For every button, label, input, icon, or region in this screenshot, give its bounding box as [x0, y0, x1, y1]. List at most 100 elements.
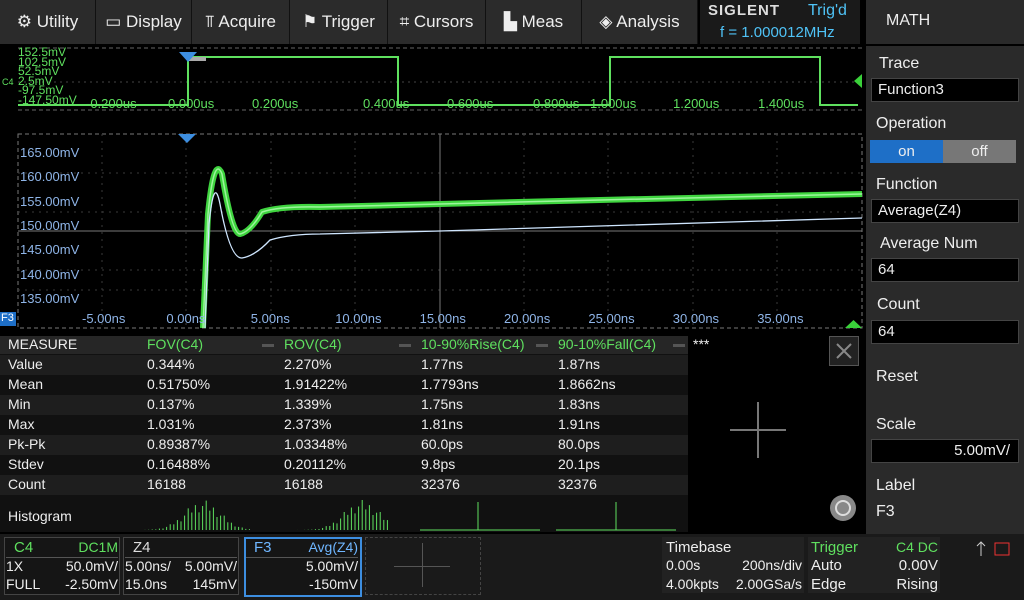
table-cell: 80.0ps	[558, 436, 601, 452]
channel-value: FULL	[6, 576, 41, 592]
close-button[interactable]	[829, 336, 859, 366]
channel-box	[4, 537, 120, 595]
main-x-label: 15.00ns	[419, 311, 466, 326]
main-y-label: 155.00mV	[20, 193, 80, 209]
main-x-label: 10.00ns	[335, 311, 382, 326]
side-header	[866, 0, 1024, 44]
table-cell: 0.344%	[147, 356, 195, 372]
trigger-value: 0.00V	[898, 557, 938, 574]
menu-item[interactable]: ◈ Analysis	[582, 0, 698, 44]
main-y-label: 145.00mV	[20, 242, 80, 258]
trigger-value: Auto	[811, 557, 842, 574]
row-bg	[0, 475, 688, 495]
table-cell: Pk-Pk	[8, 436, 46, 452]
header-handle	[262, 344, 274, 347]
table-cell: 2.270%	[284, 356, 332, 372]
trace-select[interactable]: Function3	[871, 78, 1019, 102]
scale-value[interactable]: 5.00mV/	[871, 439, 1019, 463]
trigger-title: Trigger	[811, 539, 858, 556]
label-value[interactable]: F3	[876, 503, 895, 520]
add-measure[interactable]	[728, 400, 788, 460]
timebase-value: 2.00GSa/s	[735, 576, 802, 592]
overview-y-label: 2.5mV	[18, 73, 53, 88]
table-cell: Max	[8, 416, 35, 432]
channel-sep	[125, 557, 237, 558]
main-x-label: 30.00ns	[672, 311, 720, 326]
table-cell: 16188	[147, 476, 186, 492]
table-cell: 1.87ns	[558, 356, 601, 372]
menu-item[interactable]: ⚑ Trigger	[290, 0, 388, 44]
overview-x-label: 0.200us	[252, 96, 299, 111]
table-cell: 32376	[558, 476, 597, 492]
table-cell: Count	[8, 476, 46, 492]
menu-item[interactable]: ⚙ Utility	[0, 0, 96, 44]
table-cell: 1.81ns	[421, 416, 464, 432]
table-cell: Value	[8, 356, 43, 372]
table-cell: Mean	[8, 376, 44, 392]
table-cell: 32376	[421, 476, 460, 492]
histograms	[144, 500, 676, 531]
count-value[interactable]: 64	[871, 320, 1019, 344]
row-bg	[0, 355, 688, 375]
channel-box	[123, 537, 239, 595]
menu-item[interactable]: ▭ Display	[96, 0, 192, 44]
overview-y-label: 102.5mV	[18, 54, 67, 69]
trigger-marker	[179, 52, 197, 62]
average-num-select[interactable]: 64	[871, 258, 1019, 282]
menu-item[interactable]: ⫪ Acquire	[192, 0, 290, 44]
histogram-label: Histogram	[8, 508, 72, 524]
channel-value: 5.00ns/	[125, 558, 171, 574]
main-x-label: 25.00ns	[588, 311, 635, 326]
menu-item[interactable]: ▙ Meas	[486, 0, 582, 44]
channel-sep	[6, 557, 118, 558]
overview-channel: C4	[2, 77, 14, 87]
empty-slot	[365, 537, 481, 595]
refresh-button[interactable]	[828, 493, 858, 523]
table-header: 10-90%Rise(C4)	[421, 336, 525, 352]
table-cell: 1.75ns	[421, 396, 464, 412]
function-value[interactable]: Average(Z4)	[871, 199, 1019, 223]
menu-item[interactable]: ⌗ Cursors	[388, 0, 486, 44]
overview-x-label: 1.000us	[590, 96, 637, 111]
timebase-value: 0.00s	[666, 557, 701, 573]
frequency: f = 1.000012MHz	[720, 24, 835, 41]
reset-button[interactable]: Reset	[876, 368, 918, 385]
main-x-label: 35.00ns	[757, 311, 804, 326]
operation-off[interactable]: off	[943, 140, 1016, 163]
main-y-label: 135.00mV	[20, 290, 80, 306]
empty-slot-cross	[422, 543, 423, 587]
level-marker	[854, 74, 862, 88]
overview-y-label: 152.5mV	[18, 45, 67, 59]
overview-y-label: -147.50mV	[18, 92, 77, 107]
table-cell: 16188	[284, 476, 323, 492]
scale-label: Scale	[876, 416, 917, 433]
overview-x-label: 0.400us	[363, 96, 410, 111]
status-box	[700, 0, 860, 44]
plot-area	[0, 47, 863, 329]
table-cell: Min	[8, 396, 31, 412]
z4-waveform-core	[202, 168, 863, 329]
average-num-label: Average Num	[880, 235, 978, 252]
channel-value: 5.00mV/	[184, 558, 237, 574]
timebase-box	[662, 537, 804, 593]
channel-coupling: DC1M	[78, 539, 118, 555]
main-x-label: 0.00ns	[166, 311, 206, 326]
channel-value: 15.0ns	[125, 576, 168, 592]
row-bg	[0, 395, 688, 415]
table-cell: 0.89387%	[147, 436, 211, 452]
channel-coupling: Avg(Z4)	[308, 539, 358, 555]
channel-value: 145mV	[192, 576, 237, 592]
table-cell: Stdev	[8, 456, 44, 472]
channel-name: F3	[254, 539, 272, 556]
table-cell: 1.91ns	[558, 416, 601, 432]
table-cell: 0.51750%	[147, 376, 211, 392]
overview-x-label: 0.800us	[533, 96, 580, 111]
table-cell: 9.8ps	[421, 456, 456, 472]
row-bg	[0, 435, 688, 455]
label-label: Label	[876, 477, 916, 494]
operation-on[interactable]: on	[870, 140, 943, 163]
side-title: MATH	[886, 12, 931, 29]
trigger-source: C4 DC	[895, 539, 938, 555]
channel-value: 5.00mV/	[305, 558, 358, 574]
overview-y-label: 52.5mV	[18, 64, 60, 78]
